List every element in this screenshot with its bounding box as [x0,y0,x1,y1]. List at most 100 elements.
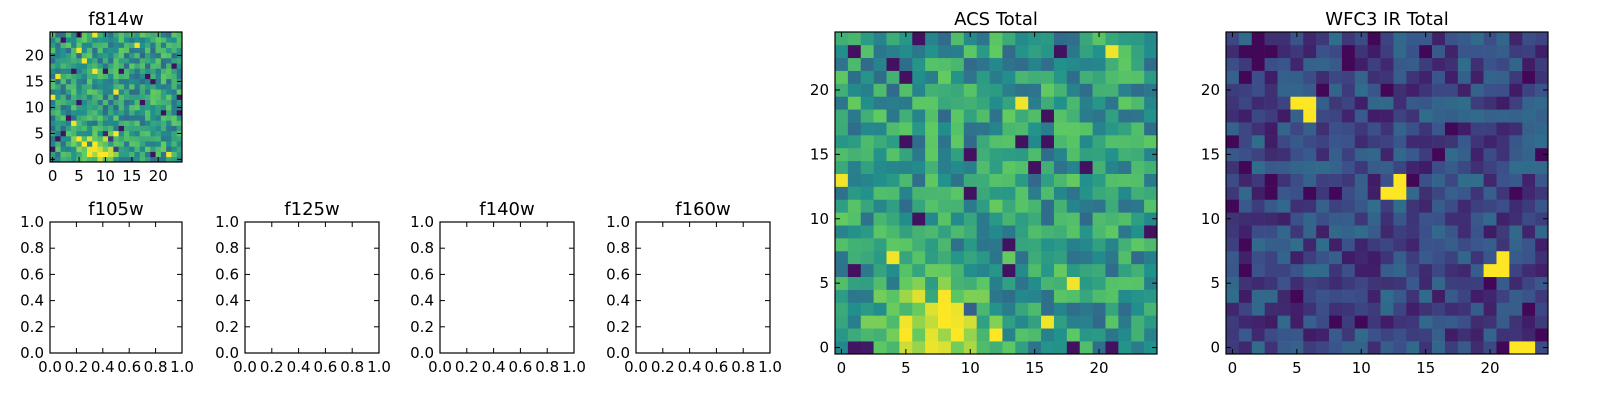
heatmap-cell [1354,32,1368,46]
heatmap-cell [1380,250,1394,265]
heatmap-cell [1470,186,1484,200]
heatmap-cell [1028,122,1042,136]
heatmap-cell [76,58,82,64]
heatmap-cell [1496,57,1510,71]
heatmap-cell [1131,32,1145,46]
heatmap-cell [1118,160,1132,174]
heatmap-cell [171,104,178,111]
heatmap-cell [1144,199,1158,213]
heatmap-cell [925,160,939,174]
heatmap-cell [1028,173,1042,187]
heatmap-cell [1131,341,1145,355]
heatmap-cell [1354,122,1368,136]
heatmap-cell [1354,225,1368,239]
heatmap-cell [1238,289,1253,303]
y-tick-label: 20 [810,81,829,99]
heatmap-cell [1470,328,1484,342]
heatmap-cell [1406,70,1420,84]
heatmap-cell [1354,173,1368,187]
heatmap-cell [1015,70,1029,84]
heatmap-cell [176,37,183,43]
heatmap-cell [1290,173,1304,187]
heatmap-cell [1002,263,1016,278]
heatmap-cell [873,83,887,97]
heatmap-cell [123,73,130,80]
heatmap-cell [860,341,874,355]
heatmap-cell [118,37,125,43]
heatmap-cell [938,250,952,265]
heatmap-cell [1393,96,1407,110]
heatmap-cell [912,199,926,213]
heatmap-cell [1535,328,1549,342]
x-tick-label: 5 [901,359,911,377]
heatmap-cell [113,136,119,142]
heatmap-cell [963,238,977,252]
heatmap-cell [65,52,72,59]
heatmap-cell [139,110,146,116]
heatmap-cell [873,70,887,84]
heatmap-cell [1432,238,1446,252]
heatmap-cell [129,125,135,132]
heatmap-cell [1354,315,1368,329]
heatmap-cell [1251,32,1265,46]
heatmap-cell [1341,57,1356,71]
heatmap-cell [129,99,135,106]
heatmap-cell [129,37,135,43]
heatmap-cell [1053,276,1068,290]
heatmap-cell [1264,238,1278,252]
heatmap-cell [134,104,141,111]
heatmap-cell [1144,263,1158,278]
heatmap-cell [1535,160,1549,174]
heatmap-cell [873,122,887,136]
heatmap-cell [176,84,183,90]
heatmap-cell [1406,122,1420,136]
heatmap-cell [113,73,119,80]
f160w-title: f160w [675,199,730,220]
heatmap-cell [976,57,990,71]
heatmap-cell [97,89,104,95]
heatmap-cell [835,173,849,187]
heatmap-cell [1028,109,1042,123]
heatmap-cell [102,130,109,137]
heatmap-cell [1105,83,1119,97]
heatmap-cell [1419,250,1433,265]
heatmap-cell [1002,199,1016,213]
y-tick-label: 0.8 [410,239,434,257]
heatmap-cell [989,32,1003,46]
heatmap-cell [1522,289,1536,303]
heatmap-cell [86,146,93,152]
heatmap-cell [50,58,56,64]
heatmap-cell [873,44,887,59]
heatmap-cell [171,58,178,64]
heatmap-cell [1432,212,1446,226]
heatmap-cell [1066,315,1081,329]
heatmap-cell [1238,70,1253,84]
heatmap-cell [1092,250,1106,265]
heatmap-cell [134,136,141,142]
heatmap-cell [76,84,82,90]
heatmap-cell [1131,263,1145,278]
heatmap-cell [1144,83,1158,97]
heatmap-cell [1522,70,1536,84]
heatmap-cell [55,125,61,132]
heatmap-cell [97,130,104,137]
heatmap-cell [1118,83,1132,97]
heatmap-cell [1354,83,1368,97]
heatmap-cell [1535,341,1549,355]
heatmap-cell [1226,199,1240,213]
heatmap-cell [989,263,1003,278]
x-tick-label: 1.0 [758,358,782,376]
x-tick-label: 0.2 [64,358,88,376]
heatmap-cell [1457,289,1472,303]
heatmap-cell [60,73,67,80]
heatmap-cell [171,115,178,121]
heatmap-cell [1251,173,1265,187]
heatmap-cell [1041,341,1055,355]
heatmap-cell [92,73,98,80]
heatmap-cell [102,78,109,85]
heatmap-cell [76,120,82,126]
heatmap-cell [873,96,887,110]
heatmap-cell [1118,44,1132,59]
heatmap-cell [65,156,72,163]
heatmap-cell [1393,147,1407,162]
